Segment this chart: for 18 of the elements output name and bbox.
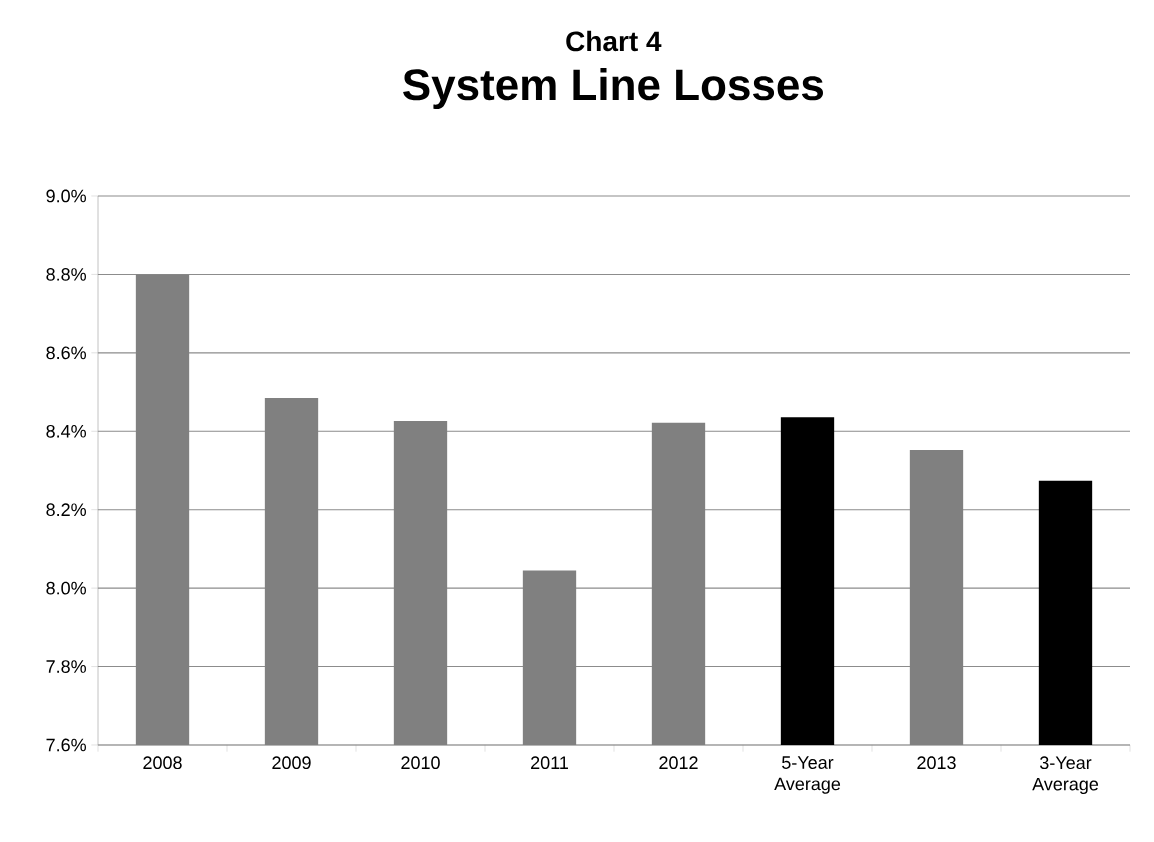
y-tick-label: 7.8% bbox=[46, 660, 86, 673]
x-tick-label: 2010 bbox=[401, 756, 440, 770]
y-tick-label: 8.8% bbox=[46, 268, 86, 281]
y-tick-label: 8.2% bbox=[46, 503, 86, 517]
x-tick-label: 2008 bbox=[143, 756, 182, 770]
y-tick-label: 7.6% bbox=[46, 738, 86, 752]
y-tick-label: 8.4% bbox=[46, 424, 86, 438]
chart-title: Chart 4 bbox=[566, 30, 662, 52]
y-tick-label: 9.0% bbox=[46, 189, 86, 203]
y-tick-label: 8.6% bbox=[46, 346, 86, 360]
x-tick-label: 5-Year Average bbox=[774, 756, 841, 794]
chart-subtitle: System Line Losses bbox=[403, 68, 824, 110]
x-tick-label: 2009 bbox=[272, 756, 311, 770]
x-tick-label: 2012 bbox=[659, 756, 698, 770]
y-tick-label: 8.0% bbox=[46, 581, 86, 595]
x-tick-label: 3-Year Average bbox=[1032, 756, 1099, 795]
x-tick-label: 2013 bbox=[917, 756, 956, 770]
x-tick-label: 2011 bbox=[531, 756, 568, 770]
